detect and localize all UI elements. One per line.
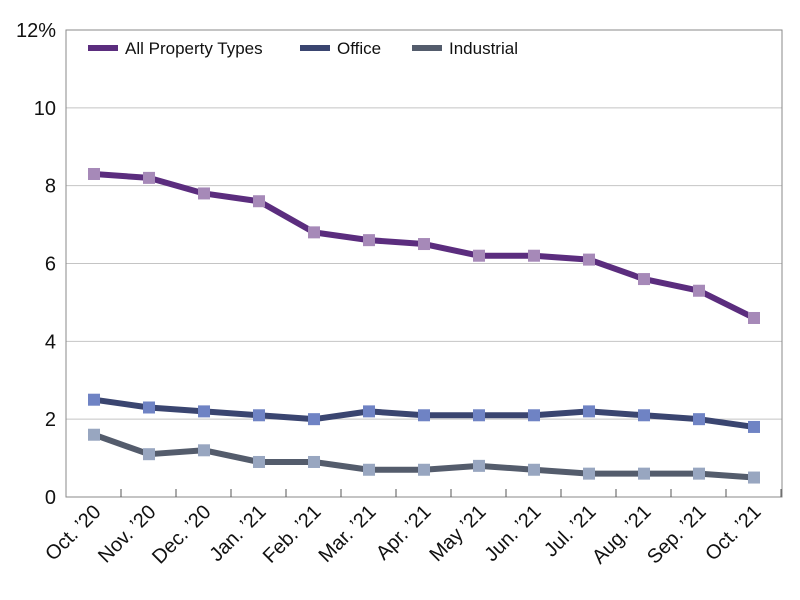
data-point [583, 467, 595, 480]
x-tick-label: Oct. ’21 [701, 501, 765, 565]
data-point [693, 413, 705, 426]
data-point [748, 420, 760, 433]
data-point [583, 253, 595, 266]
data-point [88, 428, 100, 441]
data-point [308, 455, 320, 468]
x-tick-label: Jan. ’21 [205, 501, 270, 566]
data-point [363, 234, 375, 247]
data-point [363, 405, 375, 418]
data-point [308, 413, 320, 426]
series-all-property-types [88, 167, 760, 324]
data-point [88, 167, 100, 180]
data-point [528, 409, 540, 422]
data-point [143, 448, 155, 461]
data-point [693, 284, 705, 297]
data-point [473, 459, 485, 472]
data-point [638, 467, 650, 480]
y-tick-label: 10 [34, 98, 56, 120]
data-point [418, 463, 430, 476]
x-tick-label: Dec. ’20 [148, 501, 215, 568]
x-tick-label: Mar. ’21 [315, 501, 381, 567]
x-tick-label: Sep. ’21 [643, 501, 710, 568]
y-tick-label: 12% [16, 20, 56, 42]
data-point [198, 405, 210, 418]
data-point [528, 463, 540, 476]
data-point [583, 405, 595, 418]
x-axis-ticks [120, 489, 782, 497]
x-tick-label: Apr. ’21 [372, 501, 436, 565]
x-tick-label: Jun. ’21 [480, 501, 545, 566]
x-tick-label: Feb. ’21 [259, 501, 326, 568]
series-industrial [88, 428, 760, 484]
data-point [528, 249, 540, 262]
data-point [638, 273, 650, 286]
data-point [418, 409, 430, 422]
y-axis-labels: 0 2 4 6 8 10 12% [16, 20, 56, 509]
data-point [143, 401, 155, 414]
series-layer [88, 167, 760, 484]
y-tick-label: 2 [45, 409, 56, 431]
legend-label: Office [337, 39, 381, 58]
data-point [473, 249, 485, 262]
legend: All Property Types Office Industrial [88, 39, 518, 58]
data-point [363, 463, 375, 476]
data-point [253, 195, 265, 208]
y-tick-label: 8 [45, 176, 56, 198]
data-point [88, 393, 100, 406]
data-point [473, 409, 485, 422]
y-tick-label: 4 [45, 331, 56, 353]
y-tick-label: 0 [45, 487, 56, 509]
data-point [748, 471, 760, 484]
legend-label: All Property Types [125, 39, 263, 58]
x-tick-label: Aug. ’21 [588, 501, 655, 568]
legend-label: Industrial [449, 39, 518, 58]
data-point [748, 311, 760, 324]
data-point [143, 171, 155, 184]
y-tick-label: 6 [45, 254, 56, 276]
plot-area-border [65, 29, 783, 498]
data-point [638, 409, 650, 422]
x-tick-label: May ’21 [425, 501, 490, 566]
x-tick-label: Nov. ’20 [94, 501, 160, 567]
data-point [308, 226, 320, 239]
data-point [693, 467, 705, 480]
data-point [198, 187, 210, 200]
gridlines [66, 107, 782, 420]
data-point [198, 444, 210, 457]
x-tick-label: Oct. ’20 [41, 501, 105, 565]
series-office [88, 393, 760, 433]
data-point [418, 238, 430, 251]
data-point [253, 455, 265, 468]
data-point [253, 409, 265, 422]
